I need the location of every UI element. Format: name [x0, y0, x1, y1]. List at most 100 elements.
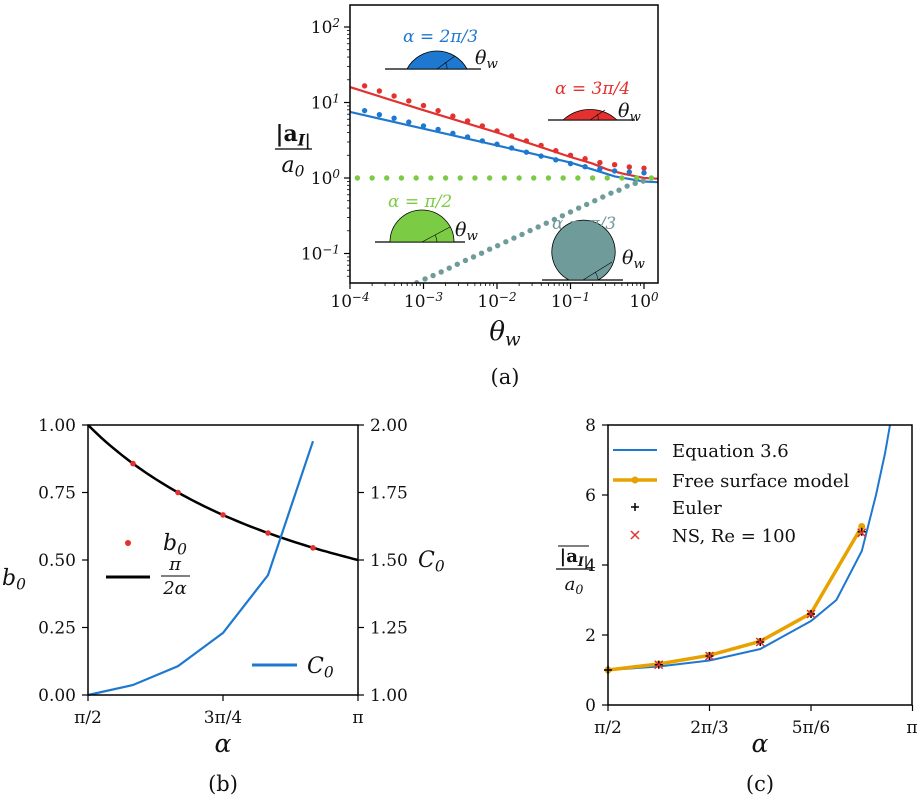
theta-w-label: θw: [618, 100, 641, 125]
theta-w-label: θw: [455, 219, 478, 244]
legend-free-surface-marker: [631, 476, 639, 484]
legend-c0-label: C0: [307, 654, 334, 682]
red-dot: [538, 142, 544, 149]
teal-dot: [559, 213, 566, 219]
teal-dot: [478, 250, 485, 256]
droplet-inset-teal: α = π/3 θw: [542, 214, 645, 281]
b0-dot: [265, 530, 271, 536]
red-dot: [626, 164, 633, 170]
x-tick-label: π: [906, 718, 917, 738]
annotation-alpha-3pi4: α = 3π/4: [555, 79, 630, 99]
red-dot: [479, 123, 486, 129]
panel-b-caption: (b): [208, 772, 238, 796]
panel-c: 0 2 4 6 8 π/2 2π/3 5π/6 π Equation 3.6 Free surf…: [556, 416, 918, 796]
green-dot: [413, 175, 419, 181]
panel-c-marks: 0 2 4 6 8 π/2 2π/3 5π/6 π: [585, 416, 917, 738]
blue-dot: [508, 145, 515, 151]
annotation-alpha-pi3: α = π/3: [552, 214, 616, 234]
panel-a: 10−4 10−3 10−2 10−1 100 10−1 100 101 102 α = 2π/…: [275, 4, 659, 389]
y-tick-label-right: 1.25: [370, 619, 408, 639]
teal-dot: [462, 257, 469, 264]
teal-dot: [446, 265, 452, 271]
blue-dot: [479, 138, 486, 144]
green-dot: [531, 175, 537, 181]
blue-dot: [611, 168, 618, 174]
y-tick-label: 2: [585, 626, 596, 646]
ns-marker: [654, 660, 664, 670]
green-dot: [442, 175, 449, 181]
legend-b0-label: b0: [163, 531, 187, 559]
blue-dot: [450, 130, 456, 137]
teal-dot: [535, 224, 541, 230]
panel-b: 0.00 0.25 0.50 0.75 1.00 1.00 1.25 1.50 1.75 2.00…: [2, 416, 445, 796]
teal-dot: [511, 235, 517, 241]
legend-c: Equation 3.6 Free surface model Euler NS…: [613, 441, 849, 547]
teal-dot: [616, 187, 622, 193]
teal-dot: [503, 239, 509, 245]
free-surface-line: [607, 525, 864, 672]
blue-dot: [597, 166, 603, 172]
ns-marker: [704, 651, 715, 661]
teal-dot: [454, 261, 460, 267]
y-tick-label: 102: [311, 16, 340, 38]
y-tick-label: 4: [585, 556, 596, 576]
blue-dot: [538, 153, 544, 159]
green-dot: [501, 175, 508, 181]
green-dot: [545, 175, 552, 181]
ylabel-denominator: a0: [565, 574, 584, 597]
teal-dot: [527, 227, 533, 234]
red-dot: [376, 88, 383, 94]
teal-dot: [422, 276, 428, 282]
red-dot: [391, 93, 397, 99]
red-dot: [361, 83, 368, 89]
legend-free-surface-label: Free surface model: [672, 471, 849, 492]
red-dot: [641, 165, 647, 171]
legend-curve-denominator: 2α: [162, 578, 187, 599]
teal-dot: [640, 178, 646, 184]
y-tick-label: 8: [585, 416, 596, 436]
blue-dot: [376, 111, 383, 118]
legend-b: b0 π 2α C0: [106, 531, 334, 682]
teal-dot: [551, 216, 558, 223]
y-tick-label-left: 0.75: [38, 484, 76, 504]
teal-dot: [583, 201, 590, 208]
red-dot: [406, 98, 412, 104]
teal-dot: [543, 220, 549, 226]
teal-dot: [470, 254, 477, 260]
panel-c-xlabel: α: [752, 729, 769, 758]
ylabel-numerator: |aI|: [560, 546, 589, 569]
green-dot: [428, 175, 434, 181]
teal-dot: [486, 246, 493, 252]
x-tick-label: 2π/3: [690, 718, 729, 738]
theta-w-label: θw: [475, 47, 498, 72]
teal-dot: [592, 198, 598, 204]
panel-c-caption: (c): [746, 772, 774, 796]
red-dot: [597, 159, 603, 166]
green-dot: [398, 175, 405, 181]
panel-a-marks: 10−4 10−3 10−2 10−1 100 10−1 100 101 102: [301, 16, 659, 312]
blue-dot: [464, 134, 471, 140]
y-tick-label: 10−1: [301, 243, 340, 265]
y-tick-label-left: 0.50: [38, 551, 76, 571]
teal-dot: [608, 190, 614, 196]
y-tick-label-right: 1.75: [370, 484, 408, 504]
green-dot: [516, 175, 522, 181]
green-dot: [457, 175, 463, 181]
panel-a-caption: (a): [491, 365, 520, 389]
panel-c-frame: [607, 424, 913, 706]
legend-euler-marker: [631, 503, 639, 511]
x-tick-label: π/2: [74, 708, 102, 728]
red-line: [350, 86, 658, 180]
green-dot: [633, 175, 640, 181]
panel-b-frame: [87, 424, 359, 696]
x-tick-label: π: [352, 708, 363, 728]
red-dot: [611, 162, 618, 168]
y-tick-label: 0: [585, 696, 596, 716]
legend-ns-label: NS, Re = 100: [672, 526, 796, 547]
y-tick-label-left: 0.25: [38, 619, 76, 639]
teal-dot: [494, 242, 501, 249]
annotation-alpha-2pi3: α = 2π/3: [403, 27, 478, 47]
ns-marker: [755, 637, 765, 647]
green-dot: [384, 175, 390, 181]
